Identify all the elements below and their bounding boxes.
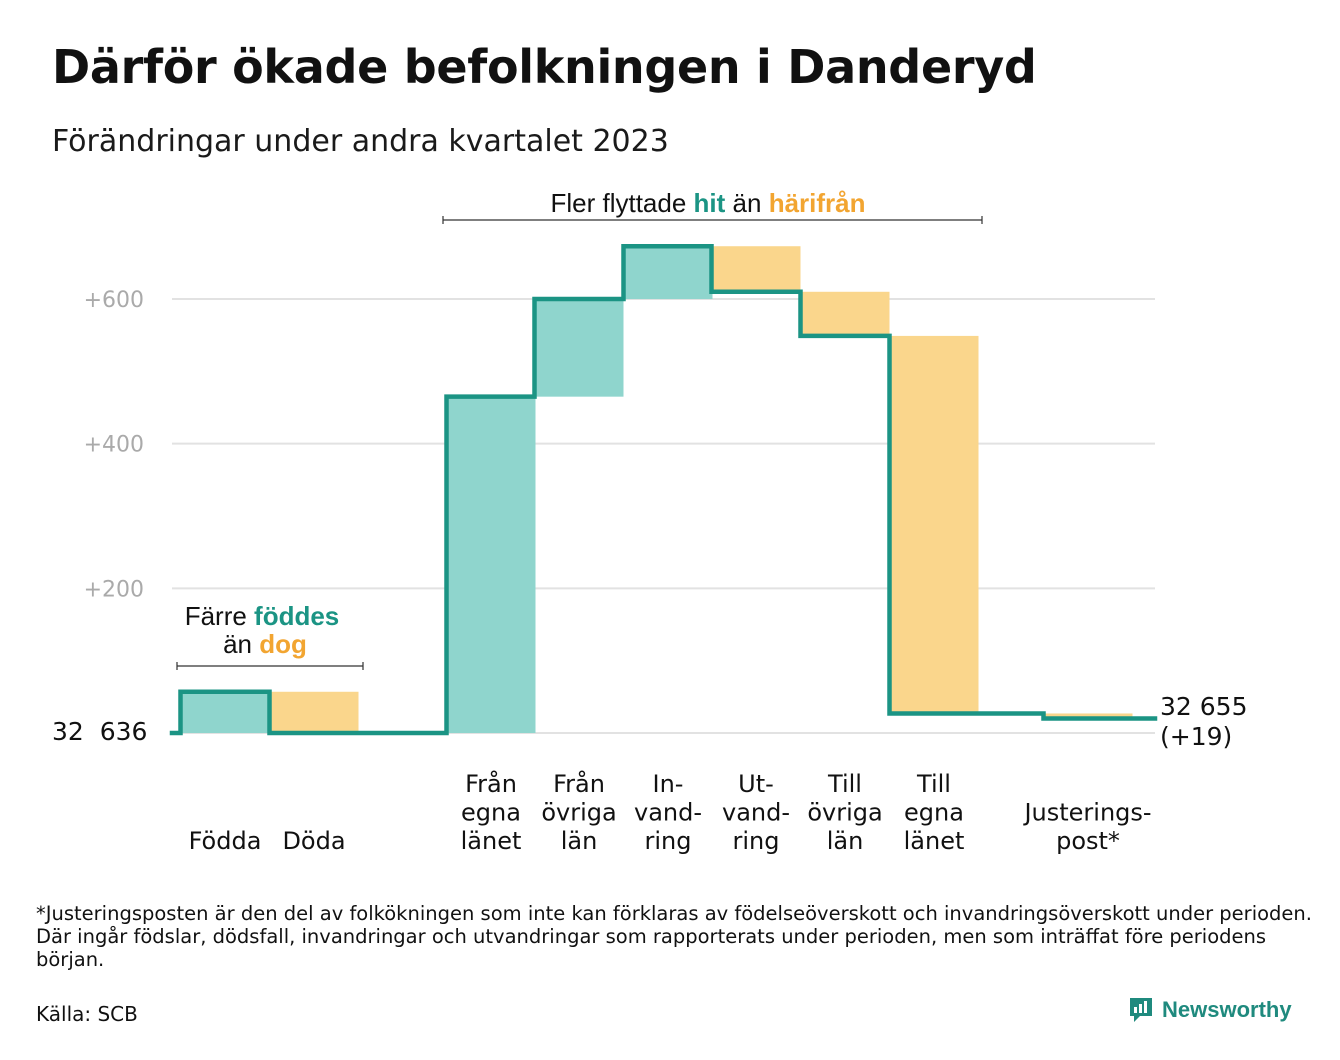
end-change-label: (+19) <box>1160 722 1232 751</box>
category-label: Döda <box>282 827 345 855</box>
waterfall-bar <box>269 691 359 733</box>
category-label: länet <box>461 827 522 855</box>
footnote: *Justeringsposten är den del av folkökni… <box>36 902 1312 971</box>
line-layer <box>169 243 1158 736</box>
category-label: övriga <box>807 799 882 827</box>
category-label: län <box>561 827 598 855</box>
births-annotation-highlight: föddes <box>254 601 339 631</box>
waterfall-bar <box>889 335 979 714</box>
category-label: ring <box>645 827 692 855</box>
category-label: vand- <box>634 799 702 827</box>
migration-annotation-harifran: härifrån <box>769 188 866 218</box>
brand: Newsworthy <box>1128 996 1292 1024</box>
svg-text:än dog: än dog <box>223 629 307 659</box>
waterfall-chart: +200+400+600 Födda DödaFrånegnalänetFrånö… <box>52 188 1247 855</box>
waterfall-bar <box>623 246 713 300</box>
category-label: övriga <box>541 799 616 827</box>
start-value-label: 32 636 <box>52 717 147 746</box>
category-label: län <box>827 827 864 855</box>
waterfall-bar <box>711 246 801 292</box>
category-label: Från <box>465 769 517 798</box>
brand-name: Newsworthy <box>1162 997 1292 1022</box>
waterfall-bar <box>446 396 536 733</box>
waterfall-bar <box>1043 713 1133 719</box>
births-annotation: Färre föddes än dog <box>176 601 364 670</box>
svg-text:Färre föddes: Färre föddes <box>185 601 340 631</box>
category-label: Justerings- <box>1022 799 1151 827</box>
category-label: In- <box>653 770 684 798</box>
category-label: vand- <box>722 799 790 827</box>
migration-annotation-mid: än <box>725 188 768 218</box>
waterfall-bar <box>800 291 890 336</box>
migration-annotation: Fler flyttade hit än härifrån <box>442 188 983 224</box>
labels-layer: Födda DödaFrånegnalänetFrånövrigalänIn-va… <box>189 769 1152 855</box>
chart-subtitle: Förändringar under andra kvartalet 2023 <box>52 124 669 159</box>
category-label: Födda <box>189 827 262 855</box>
end-value-label: 32 655 <box>1160 692 1247 721</box>
bars-layer <box>180 246 1133 733</box>
waterfall-bar <box>180 691 270 733</box>
category-label: egna <box>904 799 964 827</box>
migration-annotation-hit: hit <box>694 188 726 218</box>
y-tick-label: +200 <box>84 577 144 602</box>
source-label: Källa: SCB <box>36 1002 138 1026</box>
chart-title: Därför ökade befolkningen i Danderyd <box>52 40 1037 94</box>
cumulative-step-line <box>169 243 1158 736</box>
category-label: länet <box>904 827 965 855</box>
deaths-annotation-pre: än <box>223 629 259 659</box>
migration-annotation-pre: Fler flyttade <box>550 188 693 218</box>
category-label: post* <box>1056 827 1120 855</box>
newsworthy-logo-icon <box>1130 998 1152 1022</box>
deaths-annotation-highlight: dog <box>259 629 307 659</box>
category-label: Ut- <box>738 770 774 798</box>
svg-text:Fler flyttade hit än härifrån: Fler flyttade hit än härifrån <box>550 188 865 218</box>
category-label: Till <box>916 770 951 798</box>
category-label: Från <box>553 769 605 798</box>
waterfall-bar <box>534 299 624 397</box>
births-annotation-pre: Färre <box>185 601 254 631</box>
y-tick-label: +400 <box>84 433 144 458</box>
y-tick-label: +600 <box>84 288 144 313</box>
category-label: egna <box>461 799 521 827</box>
category-label: Till <box>827 770 862 798</box>
category-label: ring <box>733 827 780 855</box>
